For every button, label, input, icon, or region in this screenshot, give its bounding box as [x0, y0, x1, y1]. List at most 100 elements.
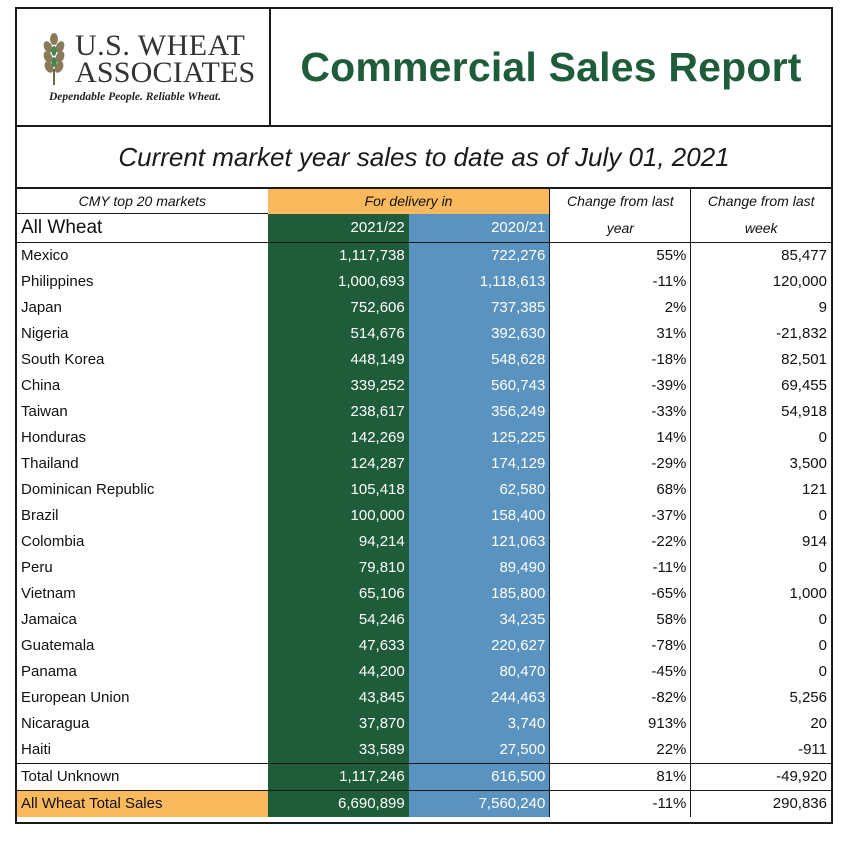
sales-2020-21: 392,630	[408, 321, 550, 347]
market-name: Haiti	[21, 741, 52, 758]
table-row: Thailand 124,287 174,129 -29% 3,500	[17, 451, 831, 477]
sales-2020-21: 1,118,613	[408, 269, 550, 295]
market-name: Honduras	[21, 429, 87, 446]
change-from-last-week: 290,836	[690, 790, 831, 817]
change-from-last-week: 20	[690, 711, 831, 737]
sales-2020-21: 722,276	[408, 242, 550, 269]
table-row: Haiti 33,589 27,500 22% -911	[17, 737, 831, 764]
sales-2020-21: 244,463	[408, 685, 550, 711]
change-year-header-l1: Change from last	[549, 189, 691, 214]
change-from-last-week: 1,000	[690, 581, 831, 607]
sales-2020-21: 62,580	[408, 477, 550, 503]
change-from-last-week: -49,920	[690, 763, 831, 791]
market-name: Mexico	[17, 242, 268, 269]
change-from-last-week: -21,832	[690, 321, 831, 347]
col-header-2021-22: 2021/22	[267, 213, 409, 243]
change-from-last-week: 120,000	[690, 269, 831, 295]
change-from-last-year: -78%	[549, 633, 691, 659]
market-name: Jamaica	[21, 611, 77, 628]
market-name: Nigeria	[21, 325, 69, 342]
unknown-row: Total Unknown 1,117,246 616,500 81% -49,920	[17, 763, 831, 791]
change-from-last-week: -911	[690, 737, 831, 764]
change-from-last-year: -45%	[549, 659, 691, 685]
sales-2021-22: 1,117,738	[267, 242, 409, 269]
total-row: All Wheat Total Sales 6,690,899 7,560,240-…	[17, 790, 831, 817]
table-row: Vietnam 65,106 185,800 -65% 1,000	[17, 581, 831, 607]
market-name: Vietnam	[21, 585, 76, 602]
sales-2020-21: 89,490	[408, 555, 550, 581]
change-from-last-year: -33%	[549, 399, 691, 425]
change-from-last-year: -22%	[549, 529, 691, 555]
change-from-last-week: 914	[690, 529, 831, 555]
change-from-last-week: 0	[690, 503, 831, 529]
change-from-last-year: -18%	[549, 347, 691, 373]
market-name: Thailand	[21, 455, 79, 472]
market-name: Total Unknown	[17, 763, 268, 791]
change-from-last-year: 913%	[549, 711, 691, 737]
sales-2021-22: 142,269	[267, 425, 409, 451]
uswa-logo: U.S. WHEAT ASSOCIATES Dependable People.…	[17, 9, 271, 125]
table-row: China 339,252 560,743 -39% 69,455	[17, 373, 831, 399]
sales-2020-21: 185,800	[408, 581, 550, 607]
change-from-last-year: 22%	[549, 737, 691, 764]
market-name: European Union	[21, 689, 130, 706]
table-row: Guatemala 47,633 220,627 -78% 0	[17, 633, 831, 659]
change-year-header-l2: year	[549, 213, 691, 243]
change-from-last-year: -11%	[549, 790, 691, 817]
change-week-header-l2: week	[690, 213, 831, 243]
change-from-last-week: 3,500	[690, 451, 831, 477]
change-from-last-week: 9	[690, 295, 831, 321]
table-row: Panama 44,200 80,470 -45% 0	[17, 659, 831, 685]
change-from-last-week: 0	[690, 555, 831, 581]
sales-2020-21: 158,400	[408, 503, 550, 529]
table-row: Honduras 142,269 125,225 14% 0	[17, 425, 831, 451]
table-row: Jamaica 54,246 34,235 58% 0	[17, 607, 831, 633]
sales-2021-22: 1,117,246	[267, 763, 409, 791]
sales-2021-22: 43,845	[267, 685, 409, 711]
change-from-last-year: -11%	[549, 269, 691, 295]
sales-2021-22: 37,870	[267, 711, 409, 737]
delivery-label: For delivery in	[267, 189, 550, 214]
table-row: Colombia 94,214 121,063 -22% 914	[17, 529, 831, 555]
sales-2021-22: 514,676	[267, 321, 409, 347]
change-from-last-year: -82%	[549, 685, 691, 711]
report-subtitle: Current market year sales to date as of …	[118, 141, 730, 172]
sales-2021-22: 6,690,899	[267, 790, 409, 817]
table-row: Brazil 100,000 158,400 -37% 0	[17, 503, 831, 529]
sales-2020-21: 7,560,240	[408, 790, 550, 817]
change-from-last-week: 0	[690, 633, 831, 659]
table-row: Japan 752,606 737,385 2% 9	[17, 295, 831, 321]
logo-text-line1: U.S. WHEAT	[75, 29, 246, 62]
change-from-last-week: 82,501	[690, 347, 831, 373]
change-from-last-week: 69,455	[690, 373, 831, 399]
header-row: CMY top 20 markets For delivery in Chang…	[17, 189, 831, 214]
market-name: China	[21, 377, 61, 394]
market-name: Dominican Republic	[21, 481, 155, 498]
change-from-last-week: 85,477	[690, 242, 831, 269]
sales-2020-21: 220,627	[408, 633, 550, 659]
table-row: European Union 43,845 244,463 -82% 5,256	[17, 685, 831, 711]
sales-2021-22: 1,000,693	[267, 269, 409, 295]
change-from-last-year: -39%	[549, 373, 691, 399]
market-name: South Korea	[21, 351, 105, 368]
sales-table: CMY top 20 markets For delivery in Chang…	[17, 189, 831, 817]
market-name: Guatemala	[21, 637, 95, 654]
all-wheat-label: All Wheat	[21, 217, 103, 238]
logo-text-line2: ASSOCIATES	[75, 56, 256, 89]
change-from-last-week: 121	[690, 477, 831, 503]
change-from-last-week: 5,256	[690, 685, 831, 711]
sales-2020-21: 356,249	[408, 399, 550, 425]
table-row: Taiwan 238,617 356,249 -33% 54,918	[17, 399, 831, 425]
sales-2021-22: 44,200	[267, 659, 409, 685]
table-row: Philippines 1,000,693 1,118,613 -11% 120,000	[17, 269, 831, 295]
cmy-label: CMY top 20 markets	[17, 189, 268, 214]
market-name: Brazil	[21, 507, 59, 524]
change-from-last-year: 55%	[549, 242, 691, 269]
sales-2021-22: 54,246	[267, 607, 409, 633]
change-from-last-week: 54,918	[690, 399, 831, 425]
report-header: U.S. WHEAT ASSOCIATES Dependable People.…	[17, 9, 831, 125]
col-header-2020-21: 2020/21	[408, 213, 550, 243]
change-from-last-year: 68%	[549, 477, 691, 503]
market-name: Philippines	[21, 273, 94, 290]
table-row: Dominican Republic 105,418 62,580 68% 121	[17, 477, 831, 503]
